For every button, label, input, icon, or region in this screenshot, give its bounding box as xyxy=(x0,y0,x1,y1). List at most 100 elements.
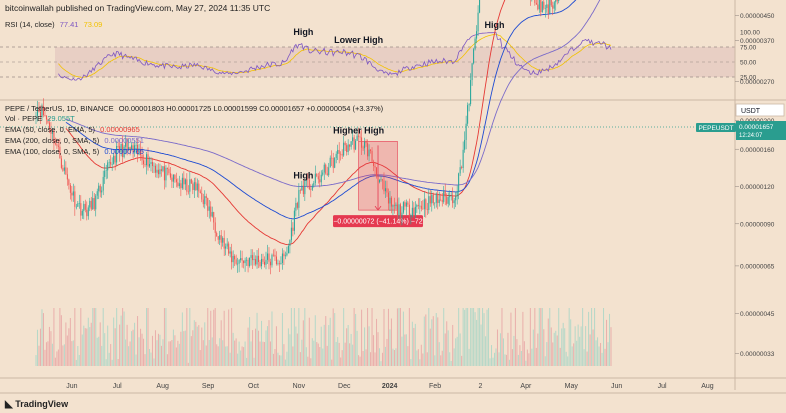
candle-body xyxy=(96,191,98,196)
candles xyxy=(35,0,560,275)
candle-body xyxy=(462,149,464,168)
volume-bar xyxy=(519,345,521,366)
candle-body xyxy=(50,129,52,134)
volume-bar xyxy=(299,352,301,366)
volume-bar xyxy=(41,309,43,366)
candle-body xyxy=(45,115,47,120)
candle-body xyxy=(314,173,316,184)
candle-body xyxy=(104,170,106,177)
time-axis-label: May xyxy=(565,383,579,390)
volume-bar xyxy=(495,348,497,366)
candle-body xyxy=(534,0,536,3)
volume-bar xyxy=(278,355,280,366)
volume-bar xyxy=(534,308,536,366)
time-axis-label: Jun xyxy=(66,383,77,390)
candle-body xyxy=(414,206,416,216)
candle-body xyxy=(98,185,100,192)
candle-body xyxy=(405,202,407,207)
volume-bar xyxy=(485,336,487,366)
volume-bar xyxy=(154,330,157,366)
candle-body xyxy=(438,199,440,204)
volume-bar xyxy=(271,311,273,366)
volume-bar xyxy=(552,342,554,366)
candle-body xyxy=(62,167,64,171)
volume-bar xyxy=(437,317,439,366)
ema-lines xyxy=(65,0,601,246)
time-axis-label: 2024 xyxy=(382,383,398,390)
price-axis-label: 0.00000045 xyxy=(740,311,775,318)
candle-body xyxy=(381,179,384,181)
time-axis-label: Oct xyxy=(248,383,259,390)
ema200-line xyxy=(65,0,601,187)
volume-bar xyxy=(192,330,194,366)
volume-bar xyxy=(449,352,451,366)
volume-bar xyxy=(499,333,502,366)
volume-bar xyxy=(399,308,401,366)
volume-bar xyxy=(275,326,277,366)
volume-bar xyxy=(116,308,118,366)
volume-bar xyxy=(90,322,92,366)
volume-bar xyxy=(134,322,136,366)
volume-bar xyxy=(402,311,404,366)
volume-bar xyxy=(301,339,303,366)
candle-body xyxy=(416,205,418,207)
volume-bar xyxy=(75,359,77,366)
volume-bar xyxy=(80,308,82,366)
volume-bar xyxy=(359,356,361,366)
candle-body xyxy=(296,202,298,208)
volume-bar xyxy=(207,308,209,366)
volume-bar xyxy=(87,317,89,366)
candle-body xyxy=(378,179,381,183)
ema100-name: EMA (100, close, 0, SMA, 5) xyxy=(5,147,100,156)
candle-body xyxy=(479,0,481,13)
volume-bar xyxy=(45,342,47,366)
candle-body xyxy=(134,145,136,153)
volume-bar xyxy=(440,355,442,366)
candle-body xyxy=(260,258,263,267)
volume-bar xyxy=(53,308,55,366)
volume-bar xyxy=(81,334,83,366)
volume-bar xyxy=(111,359,113,366)
volume-bar xyxy=(220,320,222,366)
volume-bar xyxy=(443,308,445,366)
volume-bar xyxy=(255,328,257,366)
candle-body xyxy=(48,122,50,130)
rsi-axis-label: 100.00 xyxy=(740,30,760,37)
volume-bar xyxy=(289,334,291,366)
candle-body xyxy=(160,169,162,171)
rsi-legend: RSI (14, close) 77.41 73.09 xyxy=(5,20,102,29)
volume-bar xyxy=(244,341,246,366)
candle-body xyxy=(471,63,473,81)
volume-bar xyxy=(178,343,180,366)
volume-bar xyxy=(62,345,64,366)
candle-body xyxy=(183,177,185,185)
volume-bar xyxy=(246,357,248,366)
volume-bar xyxy=(513,335,515,366)
symbol-name[interactable]: PEPE / TetherUS, 1D, BINANCE xyxy=(5,104,114,113)
volume-bar xyxy=(429,328,431,366)
volume-bar xyxy=(228,309,230,366)
volume-bar xyxy=(77,346,79,366)
volume-bar xyxy=(368,326,370,366)
volume-bar xyxy=(522,311,524,366)
volume-bar xyxy=(120,315,122,366)
candle-body xyxy=(141,155,143,161)
candle-body xyxy=(145,154,148,166)
currency-box[interactable]: USDT xyxy=(735,103,785,117)
volume-bar xyxy=(190,336,192,366)
volume-bar xyxy=(169,341,171,366)
ema100-legend: EMA (100, close, 0, SMA, 5) 0.00000765 xyxy=(5,147,144,156)
rsi-annotation: High xyxy=(293,27,313,37)
ema50-name: EMA (50, close, 0, EMA, 5) xyxy=(5,125,96,134)
candle-body xyxy=(384,188,387,192)
candle-body xyxy=(455,196,457,201)
candle-body xyxy=(371,150,373,162)
volume-bar xyxy=(277,352,279,366)
candle-body xyxy=(456,191,458,197)
candle-body xyxy=(81,210,83,216)
candle-body xyxy=(329,157,331,168)
volume-bar xyxy=(138,337,140,366)
volume-bar xyxy=(260,320,263,366)
volume-bar xyxy=(579,336,581,366)
volume-bar xyxy=(229,352,231,366)
